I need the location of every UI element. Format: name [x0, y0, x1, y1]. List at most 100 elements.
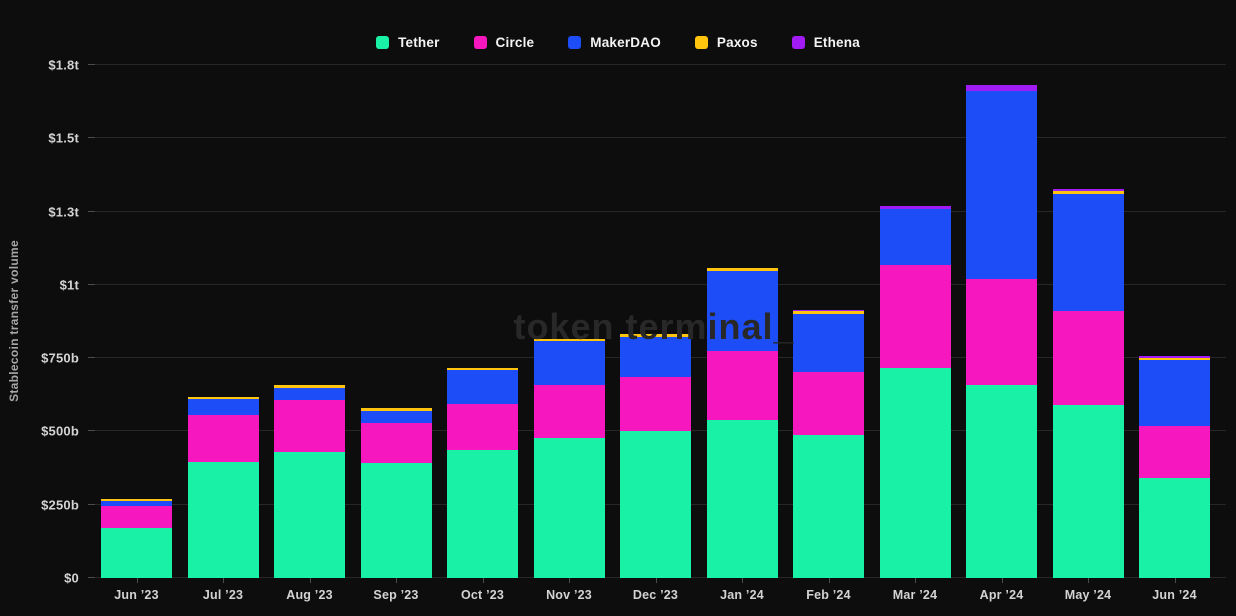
bar-segment-ethena[interactable] — [1052, 189, 1124, 192]
bar-segment-circle[interactable] — [360, 422, 432, 464]
bar-segment-ethena[interactable] — [966, 84, 1037, 91]
x-axis-slot: Aug ’23 — [274, 578, 345, 616]
x-tick-label: Jan ’24 — [720, 588, 764, 602]
bar-column[interactable] — [706, 65, 778, 578]
x-tick-label: Dec ’23 — [632, 588, 679, 602]
x-tick-mark — [1174, 578, 1176, 583]
y-tick-mark — [88, 357, 95, 359]
bar-segment-circle[interactable] — [533, 385, 605, 438]
gridline — [95, 137, 1226, 139]
bar-segment-tether[interactable] — [793, 434, 864, 578]
bar-segment-ethena[interactable] — [793, 309, 864, 312]
bar-segment-makerdao[interactable] — [533, 340, 605, 386]
bar-segment-circle[interactable] — [1139, 426, 1210, 479]
bar-column[interactable] — [360, 65, 432, 578]
bar-segment-makerdao[interactable] — [793, 313, 864, 373]
legend-item-tether[interactable]: Tether — [376, 35, 439, 50]
bar-segment-tether[interactable] — [966, 384, 1037, 578]
bar-column[interactable] — [793, 65, 864, 578]
bar-segment-makerdao[interactable] — [1052, 194, 1124, 311]
bar-segment-circle[interactable] — [966, 278, 1037, 385]
bar-column[interactable] — [187, 65, 259, 578]
y-tick-mark — [88, 503, 95, 505]
bar-segment-tether[interactable] — [187, 461, 259, 578]
bar-segment-tether[interactable] — [706, 420, 778, 578]
bar-segment-circle[interactable] — [101, 505, 172, 529]
bar-segment-circle[interactable] — [620, 376, 691, 431]
x-tick-mark — [223, 578, 224, 583]
bar-segment-makerdao[interactable] — [447, 369, 518, 404]
bar-column[interactable] — [101, 65, 172, 578]
bar-segment-circle[interactable] — [274, 399, 345, 452]
bar-segment-circle[interactable] — [1052, 310, 1124, 406]
bar-segment-circle[interactable] — [706, 350, 778, 421]
bar-column[interactable] — [966, 65, 1037, 578]
bar-column[interactable] — [1052, 65, 1124, 578]
bar-segment-makerdao[interactable] — [187, 399, 259, 416]
bar-segment-tether[interactable] — [101, 528, 172, 578]
legend-item-circle[interactable]: Circle — [473, 35, 535, 50]
bar-segment-tether[interactable] — [360, 463, 432, 578]
bar-segment-circle[interactable] — [879, 264, 951, 368]
bar-segment-tether[interactable] — [1139, 478, 1210, 578]
legend-swatch-icon — [791, 35, 805, 49]
bar-segment-circle[interactable] — [793, 372, 864, 435]
legend-swatch-icon — [694, 35, 708, 49]
x-axis-slot: Oct ’23 — [447, 578, 518, 616]
x-tick-label: Oct ’23 — [460, 588, 505, 602]
bar-column[interactable] — [1139, 65, 1210, 578]
bar-segment-paxos[interactable] — [1052, 191, 1124, 194]
bar-segment-paxos[interactable] — [360, 407, 432, 411]
bar-segment-paxos[interactable] — [706, 267, 778, 272]
bars-row — [101, 65, 1210, 578]
y-tick-mark — [88, 577, 95, 578]
bar-segment-paxos[interactable] — [447, 367, 518, 370]
x-axis-slot: Jul ’23 — [188, 578, 259, 616]
bar-column[interactable] — [447, 65, 518, 578]
bar-column[interactable] — [879, 65, 951, 578]
legend-item-paxos[interactable]: Paxos — [694, 35, 758, 50]
legend-item-makerdao[interactable]: MakerDAO — [568, 35, 661, 50]
bar-segment-ethena[interactable] — [1139, 355, 1210, 358]
x-tick-mark — [1001, 578, 1003, 583]
bar-segment-tether[interactable] — [274, 451, 345, 578]
bar-segment-circle[interactable] — [447, 403, 518, 451]
bar-segment-makerdao[interactable] — [966, 90, 1037, 279]
bar-column[interactable] — [620, 65, 691, 578]
bar-segment-makerdao[interactable] — [620, 337, 691, 377]
bar-segment-makerdao[interactable] — [879, 209, 951, 265]
bar-segment-makerdao[interactable] — [101, 501, 172, 506]
bar-segment-makerdao[interactable] — [360, 410, 432, 423]
legend-label: Tether — [398, 34, 440, 50]
bar-segment-paxos[interactable] — [533, 338, 605, 341]
y-tick-mark — [88, 283, 95, 285]
bar-segment-paxos[interactable] — [1139, 357, 1210, 360]
bar-segment-makerdao[interactable] — [274, 387, 345, 400]
bar-segment-tether[interactable] — [447, 450, 518, 578]
bar-segment-paxos[interactable] — [793, 311, 864, 314]
bar-segment-circle[interactable] — [187, 415, 259, 462]
x-tick-label: Nov ’23 — [546, 588, 592, 602]
bar-segment-makerdao[interactable] — [706, 271, 778, 351]
bar-segment-tether[interactable] — [533, 437, 605, 578]
bar-segment-makerdao[interactable] — [1139, 359, 1210, 427]
bar-segment-tether[interactable] — [1052, 405, 1124, 578]
bar-column[interactable] — [533, 65, 605, 578]
bar-segment-paxos[interactable] — [274, 385, 345, 388]
bar-segment-paxos[interactable] — [101, 498, 172, 502]
x-axis-slot: Jan ’24 — [707, 578, 778, 616]
bar-column[interactable] — [274, 65, 345, 578]
x-tick-mark — [915, 578, 916, 583]
legend-swatch-icon — [473, 35, 487, 49]
x-axis-slot: Mar ’24 — [880, 578, 951, 616]
gridline — [95, 210, 1226, 212]
bar-segment-paxos[interactable] — [187, 396, 259, 400]
legend-item-ethena[interactable]: Ethena — [791, 34, 860, 50]
y-tick-label: $1t — [59, 277, 79, 293]
bar-segment-ethena[interactable] — [879, 205, 951, 210]
legend-label: Ethena — [813, 34, 860, 50]
bar-segment-tether[interactable] — [620, 430, 691, 578]
legend-swatch-icon — [568, 35, 582, 49]
bar-segment-tether[interactable] — [879, 367, 951, 578]
bar-segment-paxos[interactable] — [620, 334, 691, 338]
